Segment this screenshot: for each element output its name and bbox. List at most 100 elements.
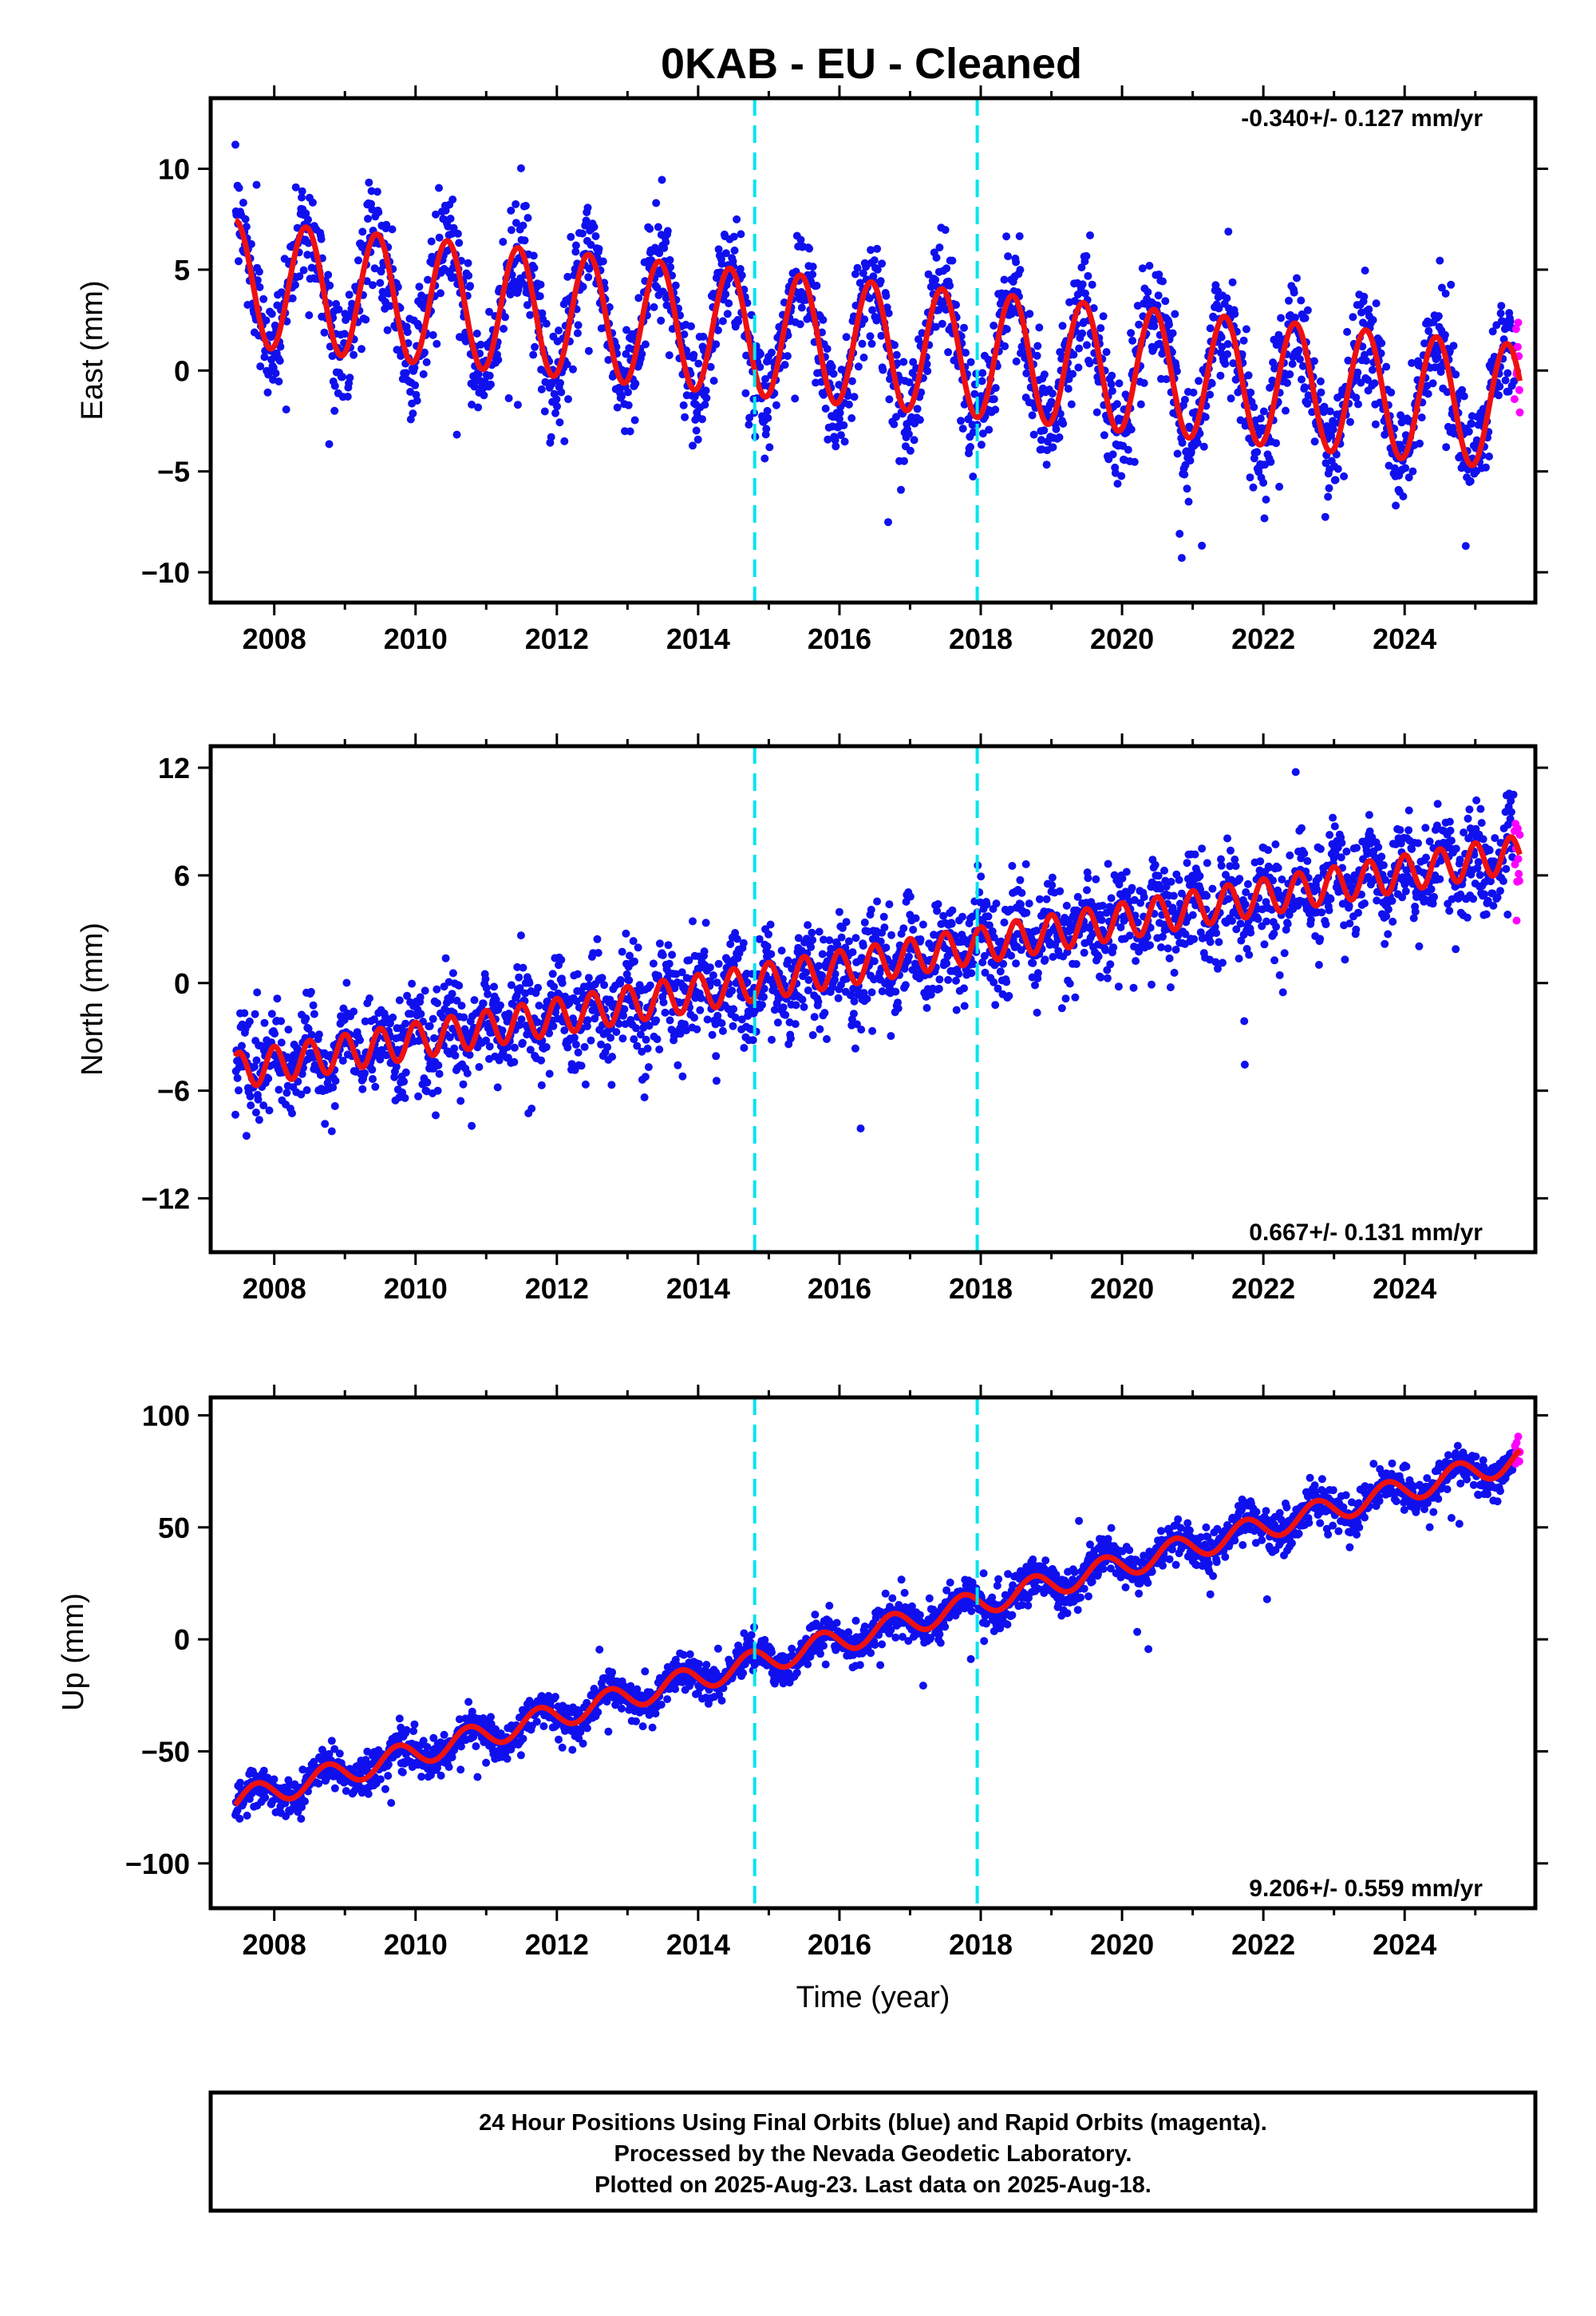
final-orbit-point bbox=[255, 267, 263, 276]
final-orbit-point bbox=[1155, 271, 1163, 279]
final-orbit-point bbox=[674, 1061, 682, 1069]
final-orbit-point bbox=[1240, 1061, 1249, 1069]
final-orbit-point bbox=[1062, 901, 1071, 910]
final-orbit-point bbox=[1340, 472, 1349, 480]
final-orbit-point bbox=[1056, 887, 1065, 895]
final-orbit-point bbox=[1127, 425, 1136, 434]
final-orbit-point bbox=[302, 209, 310, 218]
final-orbit-point bbox=[749, 1036, 757, 1045]
x-tick-label: 2020 bbox=[1090, 1272, 1154, 1305]
final-orbit-point bbox=[1317, 908, 1326, 917]
final-orbit-point bbox=[698, 415, 706, 424]
final-orbit-point bbox=[263, 388, 272, 397]
rapid-orbit-point bbox=[1511, 325, 1520, 334]
final-orbit-point bbox=[658, 287, 667, 296]
final-orbit-point bbox=[603, 1043, 612, 1052]
final-orbit-point bbox=[969, 428, 978, 437]
final-orbit-point bbox=[784, 956, 792, 965]
final-orbit-point bbox=[1055, 433, 1064, 441]
final-orbit-point bbox=[865, 294, 874, 302]
final-orbit-point bbox=[563, 360, 571, 369]
final-orbit-point bbox=[882, 943, 891, 952]
final-orbit-point bbox=[678, 1072, 687, 1081]
final-orbit-point bbox=[1227, 846, 1235, 855]
final-orbit-point bbox=[1113, 480, 1122, 488]
final-orbit-point bbox=[1290, 288, 1298, 297]
final-orbit-point bbox=[761, 375, 769, 383]
final-orbit-point bbox=[640, 1093, 649, 1101]
final-orbit-point bbox=[1416, 439, 1424, 448]
final-orbit-point bbox=[1314, 961, 1323, 969]
final-orbit-point bbox=[1266, 383, 1274, 392]
final-orbit-point bbox=[1107, 380, 1116, 389]
final-orbit-point bbox=[1388, 896, 1396, 905]
final-orbit-point bbox=[970, 389, 979, 398]
final-orbit-point bbox=[1411, 907, 1420, 916]
final-orbit-point bbox=[1434, 346, 1443, 355]
final-orbit-point bbox=[1106, 960, 1115, 969]
final-orbit-point bbox=[1175, 875, 1183, 884]
final-orbit-point bbox=[1206, 324, 1215, 333]
final-orbit-point bbox=[760, 993, 768, 1002]
final-orbit-point bbox=[345, 290, 354, 299]
final-orbit-point bbox=[552, 395, 561, 404]
final-orbit-point bbox=[1427, 885, 1436, 894]
final-orbit-point bbox=[772, 401, 780, 409]
final-orbit-point bbox=[1166, 983, 1175, 992]
final-orbit-point bbox=[783, 352, 792, 361]
final-orbit-point bbox=[1100, 431, 1108, 440]
final-orbit-point bbox=[415, 283, 424, 291]
final-orbit-point bbox=[518, 1038, 527, 1047]
final-orbit-point bbox=[810, 1013, 819, 1022]
final-orbit-point bbox=[604, 356, 613, 364]
final-orbit-point bbox=[1016, 266, 1025, 275]
final-orbit-point bbox=[978, 429, 987, 438]
x-tick-label: 2020 bbox=[1090, 622, 1154, 655]
final-orbit-point bbox=[867, 905, 875, 914]
final-orbit-point bbox=[714, 959, 723, 968]
final-orbit-point bbox=[383, 326, 392, 334]
final-orbit-point bbox=[1447, 280, 1456, 289]
final-orbit-point bbox=[401, 369, 410, 377]
final-orbit-point bbox=[1316, 935, 1325, 943]
final-orbit-point bbox=[1217, 861, 1226, 870]
final-orbit-point bbox=[1399, 492, 1408, 500]
final-orbit-point bbox=[1144, 288, 1152, 296]
final-orbit-point bbox=[369, 1075, 377, 1083]
final-orbit-point bbox=[625, 976, 634, 985]
final-orbit-point bbox=[655, 939, 664, 948]
final-orbit-point bbox=[931, 322, 940, 331]
final-orbit-point bbox=[700, 947, 709, 956]
rapid-orbit-point bbox=[1515, 408, 1524, 417]
final-orbit-point bbox=[1206, 938, 1215, 947]
final-orbit-point bbox=[304, 1025, 313, 1033]
final-orbit-point bbox=[1241, 900, 1250, 909]
panel-frame bbox=[208, 96, 1538, 605]
final-orbit-point bbox=[1434, 312, 1443, 321]
final-orbit-point bbox=[1364, 376, 1372, 384]
final-orbit-point bbox=[247, 239, 255, 248]
final-orbit-point bbox=[1138, 264, 1147, 273]
final-orbit-point bbox=[935, 243, 944, 252]
final-orbit-point bbox=[535, 292, 544, 301]
final-orbit-point bbox=[1002, 325, 1011, 334]
final-orbit-point bbox=[500, 325, 508, 333]
final-orbit-point bbox=[598, 257, 607, 266]
final-orbit-point bbox=[276, 342, 285, 351]
final-orbit-point bbox=[631, 379, 640, 388]
final-orbit-point bbox=[791, 1020, 800, 1029]
final-orbit-point bbox=[550, 982, 559, 991]
final-orbit-point bbox=[254, 1095, 263, 1104]
final-orbit-point bbox=[858, 339, 867, 348]
final-orbit-point bbox=[954, 970, 963, 978]
final-orbit-point bbox=[531, 342, 539, 351]
rapid-orbit-point bbox=[1515, 831, 1524, 839]
rate-label: 0.667+/- 0.131 mm/yr bbox=[1249, 1219, 1483, 1246]
final-orbit-point bbox=[933, 907, 942, 915]
final-orbit-point bbox=[1118, 874, 1127, 883]
final-orbit-point bbox=[632, 1024, 640, 1033]
final-orbit-point bbox=[330, 381, 339, 390]
final-orbit-point bbox=[824, 435, 832, 444]
final-orbit-point bbox=[1052, 425, 1061, 433]
final-orbit-point bbox=[859, 354, 868, 362]
